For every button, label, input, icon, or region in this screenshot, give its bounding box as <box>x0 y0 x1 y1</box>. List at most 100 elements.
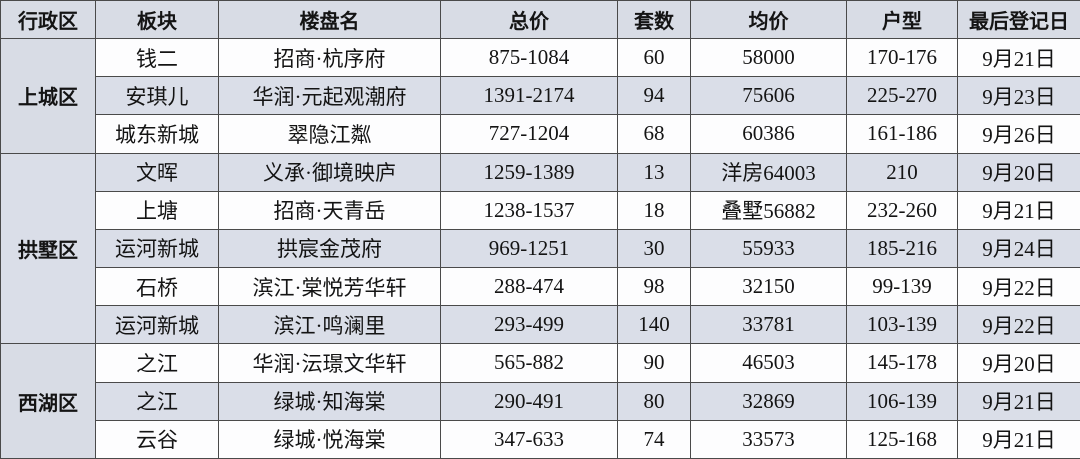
layout-cell: 210 <box>846 152 958 192</box>
sector-cell: 文晖 <box>95 152 219 192</box>
total-price-cell: 293-499 <box>440 305 618 345</box>
date-cell: 9月24日 <box>957 228 1080 269</box>
table-row: 运河新城 滨江·鸣澜里 293-499 140 33781 103-139 9月… <box>1 305 1080 345</box>
column-header-layout: 户型 <box>846 0 958 39</box>
total-price-cell: 1391-2174 <box>440 76 618 116</box>
table-row: 西湖区 之江 华润·沄璟文华轩 565-882 90 46503 145-178… <box>0 343 1080 459</box>
name-cell: 滨江·鸣澜里 <box>218 305 441 345</box>
table-row: 之江 绿城·知海棠 290-491 80 32869 106-139 9月21日 <box>1 381 1080 421</box>
total-price-cell: 1238-1537 <box>440 190 618 230</box>
layout-cell: 125-168 <box>846 419 958 459</box>
total-price-cell: 565-882 <box>440 343 618 383</box>
sector-cell: 之江 <box>95 381 219 421</box>
date-cell: 9月20日 <box>957 343 1080 383</box>
layout-cell: 103-139 <box>846 305 958 345</box>
district-cell: 拱墅区 <box>0 152 96 345</box>
table-row: 石桥 滨江·棠悦芳华轩 288-474 98 32150 99-139 9月22… <box>1 267 1080 307</box>
name-cell: 滨江·棠悦芳华轩 <box>218 267 441 307</box>
sector-cell: 城东新城 <box>95 114 219 154</box>
name-cell: 翠隐江粼 <box>218 114 441 154</box>
header-row: 行政区 板块 楼盘名 总价 套数 均价 户型 最后登记日 <box>0 0 1080 39</box>
units-cell: 98 <box>617 267 691 307</box>
sector-cell: 运河新城 <box>95 228 219 269</box>
layout-cell: 99-139 <box>846 267 958 307</box>
sector-cell: 安琪儿 <box>95 76 219 116</box>
units-cell: 18 <box>617 190 691 230</box>
units-cell: 94 <box>617 76 691 116</box>
sector-cell: 运河新城 <box>95 305 219 345</box>
avg-price-cell: 32869 <box>690 381 847 421</box>
name-cell: 招商·杭序府 <box>218 37 441 78</box>
avg-price-cell: 33781 <box>690 305 847 345</box>
column-header-district: 行政区 <box>0 0 96 39</box>
units-cell: 74 <box>617 419 691 459</box>
layout-cell: 161-186 <box>846 114 958 154</box>
units-cell: 140 <box>617 305 691 345</box>
name-cell: 拱宸金茂府 <box>218 228 441 269</box>
date-cell: 9月23日 <box>957 76 1080 116</box>
sector-cell: 上塘 <box>95 190 219 230</box>
table-row: 运河新城 拱宸金茂府 969-1251 30 55933 185-216 9月2… <box>1 228 1080 269</box>
units-cell: 30 <box>617 228 691 269</box>
avg-price-cell: 55933 <box>690 228 847 269</box>
name-cell: 招商·天青岳 <box>218 190 441 230</box>
date-cell: 9月26日 <box>957 114 1080 154</box>
date-cell: 9月21日 <box>957 419 1080 459</box>
district-cell: 西湖区 <box>0 343 96 459</box>
total-price-cell: 290-491 <box>440 381 618 421</box>
date-cell: 9月21日 <box>957 190 1080 230</box>
units-cell: 68 <box>617 114 691 154</box>
sector-cell: 石桥 <box>95 267 219 307</box>
avg-price-cell: 33573 <box>690 419 847 459</box>
table-row: 拱墅区 文晖 义承·御境映庐 1259-1389 13 洋房64003 210 … <box>0 152 1080 345</box>
table-row: 上塘 招商·天青岳 1238-1537 18 叠墅56882 232-260 9… <box>1 190 1080 230</box>
name-cell: 绿城·知海棠 <box>218 381 441 421</box>
avg-price-cell: 叠墅56882 <box>690 190 847 230</box>
date-cell: 9月21日 <box>957 381 1080 421</box>
total-price-cell: 727-1204 <box>440 114 618 154</box>
table-row: 安琪儿 华润·元起观潮府 1391-2174 94 75606 225-270 … <box>1 76 1080 116</box>
table-row: 云谷 绿城·悦海棠 347-633 74 33573 125-168 9月21日 <box>1 419 1080 459</box>
layout-cell: 106-139 <box>846 381 958 421</box>
total-price-cell: 1259-1389 <box>440 152 618 192</box>
units-cell: 13 <box>617 152 691 192</box>
column-header-total: 总价 <box>440 0 618 39</box>
layout-cell: 232-260 <box>846 190 958 230</box>
table-row: 上城区 钱二 招商·杭序府 875-1084 60 58000 170-176 … <box>0 37 1080 154</box>
date-cell: 9月20日 <box>957 152 1080 192</box>
sector-cell: 云谷 <box>95 419 219 459</box>
date-cell: 9月21日 <box>957 37 1080 78</box>
units-cell: 80 <box>617 381 691 421</box>
units-cell: 60 <box>617 37 691 78</box>
avg-price-cell: 75606 <box>690 76 847 116</box>
layout-cell: 225-270 <box>846 76 958 116</box>
name-cell: 华润·元起观潮府 <box>218 76 441 116</box>
date-cell: 9月22日 <box>957 267 1080 307</box>
avg-price-cell: 60386 <box>690 114 847 154</box>
column-header-sector: 板块 <box>95 0 219 39</box>
name-cell: 绿城·悦海棠 <box>218 419 441 459</box>
total-price-cell: 875-1084 <box>440 37 618 78</box>
layout-cell: 170-176 <box>846 37 958 78</box>
table-row: 城东新城 翠隐江粼 727-1204 68 60386 161-186 9月26… <box>1 114 1080 154</box>
layout-cell: 185-216 <box>846 228 958 269</box>
column-header-name: 楼盘名 <box>218 0 441 39</box>
date-cell: 9月22日 <box>957 305 1080 345</box>
total-price-cell: 969-1251 <box>440 228 618 269</box>
sector-cell: 之江 <box>95 343 219 383</box>
column-header-date: 最后登记日 <box>957 0 1080 39</box>
avg-price-cell: 32150 <box>690 267 847 307</box>
avg-price-cell: 58000 <box>690 37 847 78</box>
sector-cell: 钱二 <box>95 37 219 78</box>
avg-price-cell: 46503 <box>690 343 847 383</box>
avg-price-cell: 洋房64003 <box>690 152 847 192</box>
column-header-units: 套数 <box>617 0 691 39</box>
layout-cell: 145-178 <box>846 343 958 383</box>
name-cell: 义承·御境映庐 <box>218 152 441 192</box>
units-cell: 90 <box>617 343 691 383</box>
total-price-cell: 288-474 <box>440 267 618 307</box>
total-price-cell: 347-633 <box>440 419 618 459</box>
district-cell: 上城区 <box>0 38 96 154</box>
column-header-avg: 均价 <box>690 0 847 39</box>
